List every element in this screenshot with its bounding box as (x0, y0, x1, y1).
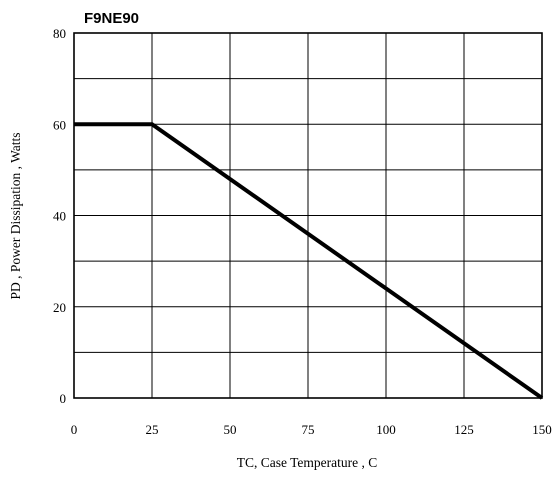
x-tick-label-150: 150 (532, 422, 552, 437)
y-tick-label-60: 60 (53, 117, 66, 132)
x-axis-title: TC, Case Temperature , C (237, 455, 378, 470)
y-tick-label-40: 40 (53, 209, 66, 224)
x-tick-label-100: 100 (376, 422, 396, 437)
y-tick-label-80: 80 (53, 26, 66, 41)
grid (73, 32, 543, 399)
x-tick-label-25: 25 (146, 422, 159, 437)
y-tick-label-0: 0 (60, 391, 67, 406)
chart-title: F9NE90 (84, 10, 139, 27)
y-axis-ticks: 0 20 40 60 80 (53, 26, 66, 406)
x-tick-label-0: 0 (71, 422, 78, 437)
y-tick-label-20: 20 (53, 300, 66, 315)
series-line-0 (74, 122, 544, 400)
x-tick-label-50: 50 (224, 422, 237, 437)
y-axis-title: PD , Power Dissipation , Watts (8, 132, 23, 299)
plot-frame (73, 32, 543, 399)
series-layer (74, 122, 544, 400)
x-tick-label-75: 75 (302, 422, 315, 437)
x-axis-ticks: 0 25 50 75 100 125 150 (71, 422, 552, 437)
x-tick-label-125: 125 (454, 422, 474, 437)
